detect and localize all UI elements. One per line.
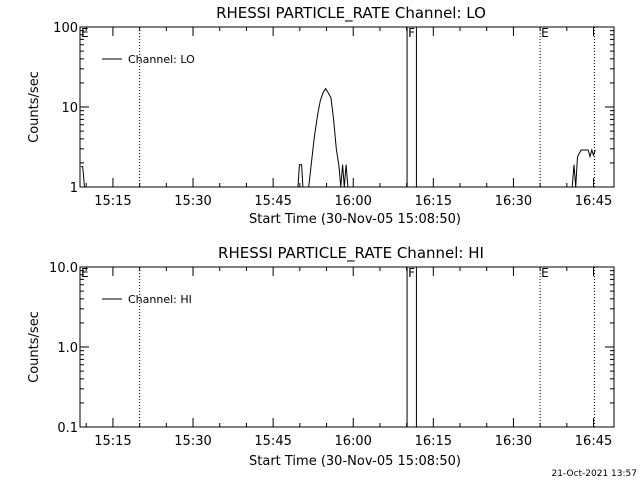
y-tick-label: 1.0	[57, 341, 78, 356]
event-marker-label: E	[81, 26, 89, 40]
plot-frame	[79, 266, 615, 428]
event-marker-label: F	[408, 26, 415, 40]
x-tick-label: 15:30	[174, 434, 211, 449]
y-tick-label: 0.1	[57, 421, 78, 436]
x-tick-label: 16:30	[495, 434, 532, 449]
legend-entry: Channel: HI	[128, 293, 192, 306]
x-axis-label: Start Time (30-Nov-05 15:08:50)	[249, 454, 461, 469]
x-tick-label: 16:15	[415, 194, 452, 209]
event-marker-label: E	[541, 266, 549, 280]
legend-entry: Channel: LO	[128, 53, 195, 66]
chart-title: RHESSI PARTICLE_RATE Channel: LO	[216, 4, 486, 23]
x-tick-label: 15:45	[254, 194, 291, 209]
x-tick-label: 16:45	[575, 194, 612, 209]
y-tick-label: 10	[61, 101, 78, 116]
event-marker-label: E	[81, 266, 89, 280]
x-tick-label: 15:15	[94, 434, 131, 449]
chart-panel-lo: RHESSI PARTICLE_RATE Channel: LO 1 10 100 Co…	[27, 4, 615, 227]
x-tick-label: 16:00	[334, 194, 371, 209]
y-tick-label: 10.0	[49, 261, 78, 276]
event-marker-label: E	[541, 26, 549, 40]
chart-title: RHESSI PARTICLE_RATE Channel: HI	[218, 244, 484, 263]
y-tick-label: 1	[70, 181, 78, 196]
x-axis-label: Start Time (30-Nov-05 15:08:50)	[249, 212, 461, 227]
y-tick-label: 100	[53, 21, 78, 36]
x-tick-label: 16:45	[575, 434, 612, 449]
footer-timestamp: 21-Oct-2021 13:57	[552, 469, 637, 479]
x-tick-label: 16:15	[415, 434, 452, 449]
x-tick-label: 15:15	[94, 194, 131, 209]
event-marker-label: F	[408, 266, 415, 280]
x-tick-label: 16:30	[495, 194, 532, 209]
x-tick-label: 15:30	[174, 194, 211, 209]
x-tick-label: 15:45	[254, 434, 291, 449]
data-series-line	[80, 87, 596, 188]
x-tick-label: 16:00	[334, 434, 371, 449]
chart-panel-hi: RHESSI PARTICLE_RATE Channel: HI 0.1 1.0 10…	[27, 244, 615, 469]
y-axis-label: Counts/sec	[27, 71, 42, 143]
y-axis-label: Counts/sec	[27, 311, 42, 383]
plot-frame	[79, 26, 615, 188]
